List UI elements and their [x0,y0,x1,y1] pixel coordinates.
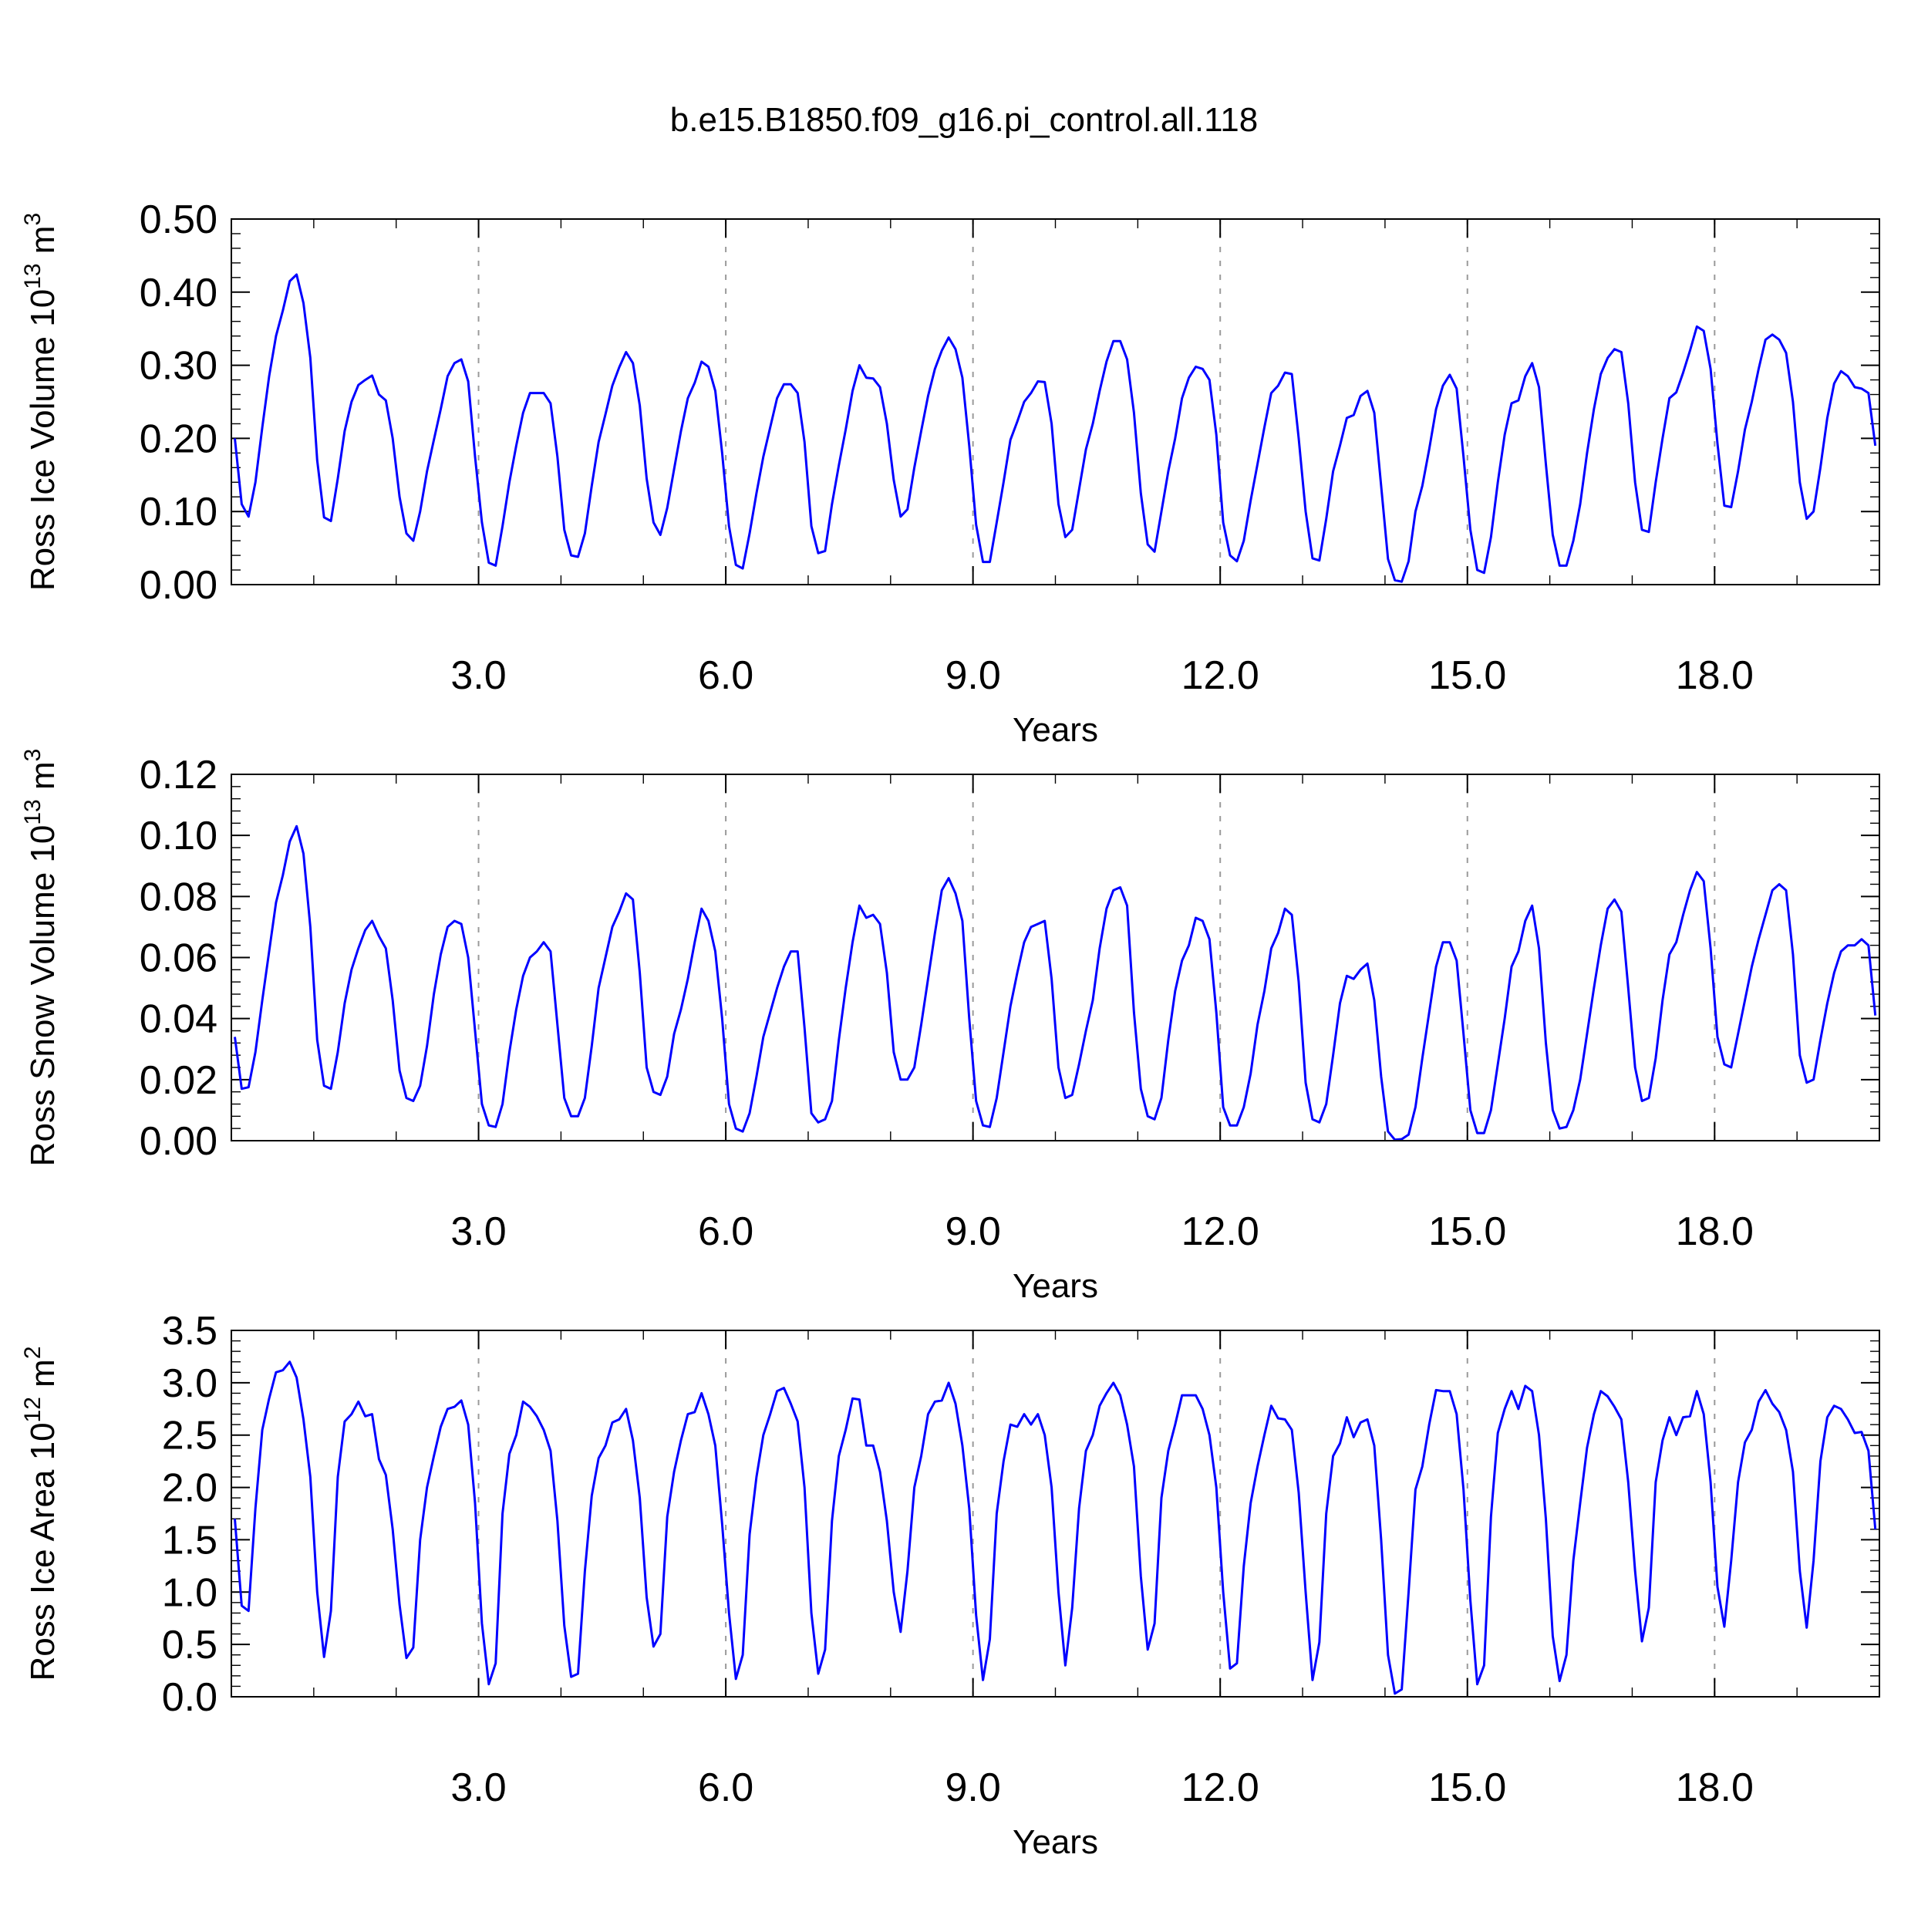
x-tick-label: 15.0 [1428,1765,1506,1810]
y-tick-label: 2.0 [162,1466,217,1511]
y-tick-label: 0.00 [140,563,217,608]
y-tick-label: 0.08 [140,875,217,919]
x-tick-label: 6.0 [698,1209,753,1254]
y-tick-label: 0.10 [140,814,217,858]
panel-ice-volume: 0.00 0.10 0.20 0.30 0.40 0.50 3.0 6.0 9.0 12.0 15.… [20,197,1880,749]
x-tick-label: 15.0 [1428,1209,1506,1254]
x-tick-label: 9.0 [945,1765,1001,1810]
y-tick-label: 0.04 [140,997,217,1042]
x-tick-label: 3.0 [450,653,506,698]
y-tick-label: 1.5 [162,1518,217,1563]
x-axis-title: Years [1013,711,1098,749]
y-tick-label: 3.0 [162,1361,217,1406]
y-tick-label: 0.12 [140,753,217,797]
x-tick-label: 15.0 [1428,653,1506,698]
x-tick-label: 6.0 [698,653,753,698]
y-tick-label: 0.30 [140,344,217,389]
series-line [234,1360,1877,1695]
panel-snow-volume: 0.00 0.02 0.04 0.06 0.08 0.10 0.12 3.0 6.0 9.0 12.… [20,749,1880,1305]
x-tick-label: 9.0 [945,1209,1001,1254]
x-tick-label: 18.0 [1676,1209,1754,1254]
x-tick-label: 3.0 [450,1765,506,1810]
y-axis-title: Ross Ice Area 1012 m2 [20,1346,62,1681]
y-tick-label: 0.06 [140,936,217,981]
plot-frame [231,218,1880,585]
y-tick-label: 0.02 [140,1058,217,1103]
y-tick-label: 0.10 [140,490,217,534]
y-tick-label: 3.5 [162,1309,217,1354]
y-tick-label: 0.5 [162,1623,217,1667]
x-tick-label: 18.0 [1676,1765,1754,1810]
x-tick-label: 3.0 [450,1209,506,1254]
x-tick-label: 18.0 [1676,653,1754,698]
plot-frame [231,774,1880,1141]
y-tick-label: 0.00 [140,1119,217,1164]
x-tick-label: 6.0 [698,1765,753,1810]
x-tick-label: 12.0 [1181,1765,1259,1810]
y-axis-title: Ross Ice Volume 1013 m3 [20,213,62,591]
x-tick-label: 12.0 [1181,1209,1259,1254]
y-axis-title: Ross Snow Volume 1013 m3 [20,749,62,1167]
y-tick-label: 0.50 [140,197,217,242]
y-tick-label: 0.0 [162,1675,217,1720]
y-tick-label: 2.5 [162,1414,217,1458]
x-tick-label: 9.0 [945,653,1001,698]
series-line [234,824,1877,1141]
y-tick-label: 0.20 [140,416,217,461]
y-tick-label: 0.40 [140,271,217,315]
y-tick-label: 1.0 [162,1570,217,1615]
series-line [234,273,1877,583]
x-tick-label: 12.0 [1181,653,1259,698]
x-axis-title: Years [1013,1267,1098,1305]
x-axis-title: Years [1013,1823,1098,1861]
figure-title: b.e15.B1850.f09_g16.pi_control.all.118 [670,101,1258,139]
plot-frame [231,1330,1880,1698]
panel-ice-area: 0.0 0.5 1.0 1.5 2.0 2.5 3.0 3.5 3.0 6.0 9.0 12.0 15.… [20,1309,1880,1861]
